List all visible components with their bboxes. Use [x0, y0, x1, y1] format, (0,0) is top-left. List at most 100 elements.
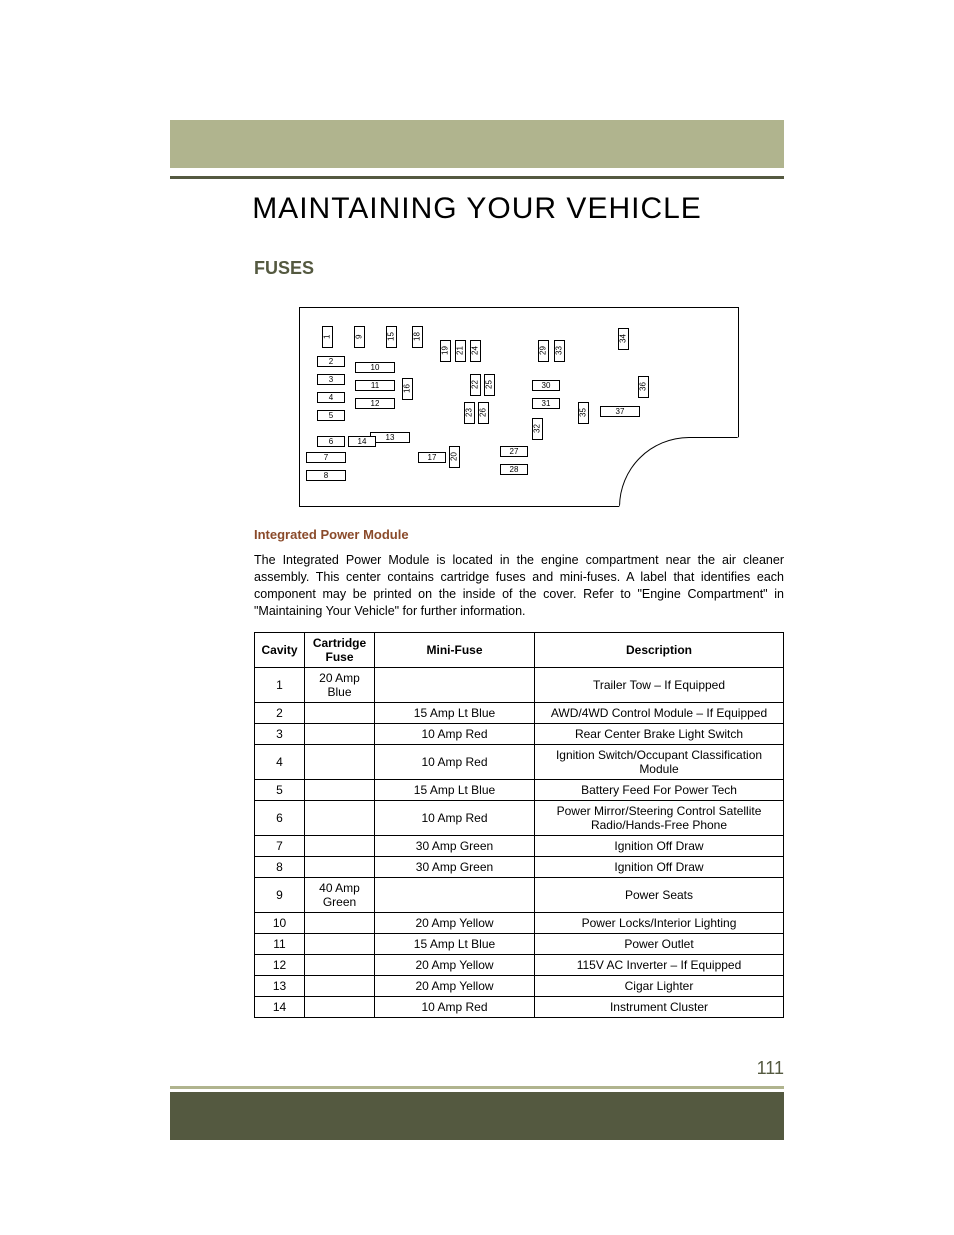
cell-mini: 10 Amp Red: [375, 723, 535, 744]
table-row: 6 10 Amp RedPower Mirror/Steering Control…: [255, 800, 784, 835]
fuse-slot-30: 30: [532, 380, 560, 391]
cell-cavity: 8: [255, 856, 305, 877]
col-description: Description: [535, 632, 784, 667]
top-header-rule: [170, 176, 784, 179]
cell-cartridge: [305, 856, 375, 877]
cell-cartridge: 20 Amp Blue: [305, 667, 375, 702]
cell-desc: Ignition Switch/Occupant Classification …: [535, 744, 784, 779]
cell-cartridge: [305, 912, 375, 933]
fuse-slot-29: 29: [538, 340, 549, 362]
cell-desc: Rear Center Brake Light Switch: [535, 723, 784, 744]
fuse-table: Cavity Cartridge Fuse Mini-Fuse Descript…: [254, 632, 784, 1018]
fuse-slot-22: 22: [470, 374, 481, 396]
col-cartridge: Cartridge Fuse: [305, 632, 375, 667]
table-row: 4 10 Amp RedIgnition Switch/Occupant Clas…: [255, 744, 784, 779]
body-paragraph: The Integrated Power Module is located i…: [254, 552, 784, 620]
table-row: 1320 Amp YellowCigar Lighter: [255, 975, 784, 996]
cell-cartridge: [305, 975, 375, 996]
cell-mini: 30 Amp Green: [375, 856, 535, 877]
cell-cartridge: [305, 779, 375, 800]
fuse-slot-7: 7: [306, 452, 346, 463]
fuse-slot-2: 2: [317, 356, 345, 367]
cell-cavity: 12: [255, 954, 305, 975]
fuse-slot-11: 11: [355, 380, 395, 391]
cell-desc: Battery Feed For Power Tech: [535, 779, 784, 800]
cell-cavity: 5: [255, 779, 305, 800]
fuse-slot-4: 4: [317, 392, 345, 403]
fuse-slot-6: 6: [317, 436, 345, 447]
fuse-slot-12: 12: [355, 398, 395, 409]
cell-mini: 10 Amp Red: [375, 800, 535, 835]
section-heading: FUSES: [254, 258, 784, 279]
table-row: 8 30 Amp GreenIgnition Off Draw: [255, 856, 784, 877]
page-title: MAINTAINING YOUR VEHICLE: [170, 192, 784, 226]
fuse-slot-14: 14: [348, 436, 376, 447]
cell-mini: 20 Amp Yellow: [375, 954, 535, 975]
cell-cartridge: [305, 723, 375, 744]
cell-cartridge: [305, 954, 375, 975]
cell-cavity: 4: [255, 744, 305, 779]
fuse-slot-1: 1: [322, 326, 333, 348]
top-header-band: [170, 120, 784, 168]
fuse-slot-31: 31: [532, 398, 560, 409]
cell-cavity: 1: [255, 667, 305, 702]
fuse-slot-5: 5: [317, 410, 345, 421]
cell-cartridge: [305, 744, 375, 779]
fuse-slot-32: 32: [532, 418, 543, 440]
content-area: FUSES 1234567891011121314151617181920212…: [254, 258, 784, 1018]
fuse-slot-28: 28: [500, 464, 528, 475]
fuse-slot-27: 27: [500, 446, 528, 457]
cell-cavity: 6: [255, 800, 305, 835]
fuse-slot-36: 36: [638, 376, 649, 398]
cell-cartridge: [305, 996, 375, 1017]
cell-mini: 15 Amp Lt Blue: [375, 933, 535, 954]
cell-desc: AWD/4WD Control Module – If Equipped: [535, 702, 784, 723]
table-row: 2 15 Amp Lt BlueAWD/4WD Control Module – …: [255, 702, 784, 723]
cell-mini: 15 Amp Lt Blue: [375, 702, 535, 723]
cell-cartridge: [305, 933, 375, 954]
table-row: 3 10 Amp RedRear Center Brake Light Switc…: [255, 723, 784, 744]
cell-desc: Power Mirror/Steering Control Satellite …: [535, 800, 784, 835]
cell-desc: Power Locks/Interior Lighting: [535, 912, 784, 933]
fuse-slot-34: 34: [618, 328, 629, 350]
table-row: 12 20 Amp Yellow115V AC Inverter – If Equ…: [255, 954, 784, 975]
cell-mini: 10 Amp Red: [375, 744, 535, 779]
cell-desc: 115V AC Inverter – If Equipped: [535, 954, 784, 975]
fuse-slot-10: 10: [355, 362, 395, 373]
fuse-slot-24: 24: [470, 340, 481, 362]
fuse-slot-9: 9: [354, 326, 365, 348]
cell-cavity: 10: [255, 912, 305, 933]
fuse-slot-21: 21: [455, 340, 466, 362]
col-cavity: Cavity: [255, 632, 305, 667]
cell-desc: Power Outlet: [535, 933, 784, 954]
fuse-slot-20: 20: [449, 446, 460, 468]
diagram-notch: [619, 437, 739, 507]
fuse-slot-37: 37: [600, 406, 640, 417]
cell-cartridge: 40 Amp Green: [305, 877, 375, 912]
cell-cavity: 3: [255, 723, 305, 744]
cell-mini: 10 Amp Red: [375, 996, 535, 1017]
cell-mini: 15 Amp Lt Blue: [375, 779, 535, 800]
cell-cavity: 2: [255, 702, 305, 723]
cell-mini: [375, 667, 535, 702]
cell-desc: Ignition Off Draw: [535, 856, 784, 877]
table-row: 940 Amp GreenPower Seats: [255, 877, 784, 912]
fuse-slot-25: 25: [484, 374, 495, 396]
fuse-box-diagram: 1234567891011121314151617181920212223242…: [299, 307, 739, 507]
fuse-slot-23: 23: [464, 402, 475, 424]
cell-mini: 20 Amp Yellow: [375, 912, 535, 933]
cell-desc: Cigar Lighter: [535, 975, 784, 996]
cell-cavity: 13: [255, 975, 305, 996]
cell-desc: Trailer Tow – If Equipped: [535, 667, 784, 702]
bottom-rule: [170, 1086, 784, 1089]
cell-cavity: 11: [255, 933, 305, 954]
table-row: 5 15 Amp Lt BlueBattery Feed For Power Te…: [255, 779, 784, 800]
sub-heading: Integrated Power Module: [254, 527, 784, 542]
fuse-slot-19: 19: [440, 340, 451, 362]
cell-mini: 30 Amp Green: [375, 835, 535, 856]
fuse-slot-33: 33: [554, 340, 565, 362]
table-row: 11 15 Amp Lt BluePower Outlet: [255, 933, 784, 954]
table-header-row: Cavity Cartridge Fuse Mini-Fuse Descript…: [255, 632, 784, 667]
table-row: 10 20 Amp YellowPower Locks/Interior Ligh…: [255, 912, 784, 933]
cell-desc: Instrument Cluster: [535, 996, 784, 1017]
